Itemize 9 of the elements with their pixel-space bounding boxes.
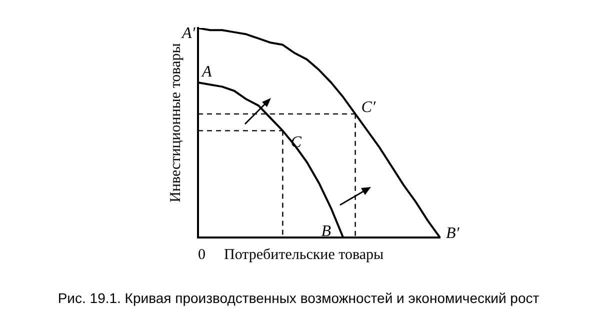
text: A′ bbox=[181, 25, 196, 42]
annotation: A bbox=[201, 64, 212, 81]
text: 0 bbox=[198, 247, 206, 264]
text: B′ bbox=[446, 224, 460, 242]
annotation: B bbox=[321, 222, 332, 240]
y-axis-title: Инвестиционные товары bbox=[168, 43, 184, 202]
annotation: C′ bbox=[361, 99, 376, 116]
x-axis-title: Потребительские товары bbox=[224, 247, 384, 264]
text: Рис. 19.1. Кривая производственных возможностей и экономический рост bbox=[56, 290, 540, 306]
